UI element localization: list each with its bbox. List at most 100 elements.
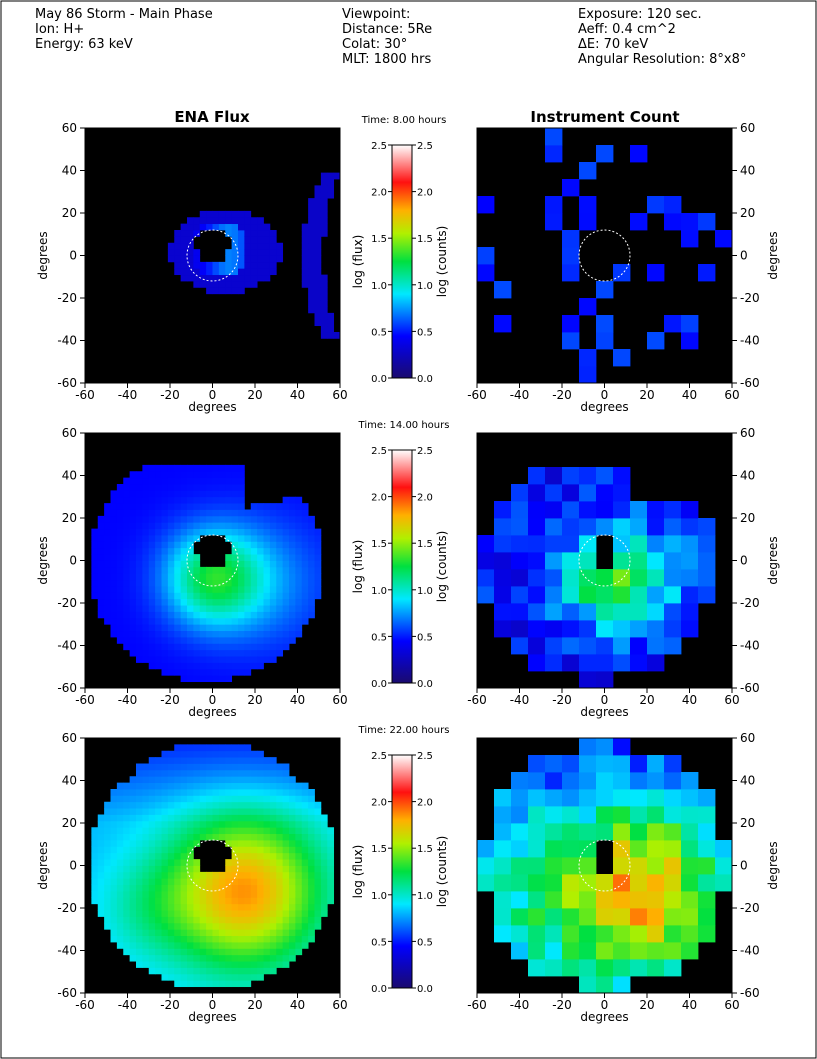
pixel <box>193 592 201 600</box>
pixel <box>193 471 201 479</box>
pixel <box>314 528 322 536</box>
pixel <box>212 744 220 752</box>
pixel <box>269 801 277 809</box>
pixel <box>212 935 220 943</box>
pixel <box>110 859 118 866</box>
pixel <box>193 910 201 917</box>
pixel <box>193 464 201 472</box>
pixel <box>314 852 322 860</box>
pixel <box>282 769 290 777</box>
pixel <box>116 814 124 822</box>
pixel <box>545 603 563 621</box>
pixel <box>494 501 512 519</box>
pixel <box>225 795 233 803</box>
pixel <box>320 204 328 212</box>
pixel <box>308 573 315 581</box>
pixel <box>161 624 169 632</box>
pixel <box>613 789 631 807</box>
pixel <box>269 261 277 269</box>
pixel <box>269 598 277 606</box>
pixel <box>225 871 233 879</box>
pixel <box>180 814 188 822</box>
pixel <box>123 852 131 860</box>
pixel <box>174 769 182 777</box>
pixel <box>104 922 111 930</box>
pixel <box>244 637 252 644</box>
pixel <box>664 942 682 960</box>
pixel <box>320 198 328 205</box>
x-tick-label: 40 <box>290 998 305 1012</box>
pixel <box>320 185 328 193</box>
pixel <box>308 833 315 841</box>
x-tick-label: 40 <box>682 998 697 1012</box>
pixel <box>110 801 118 809</box>
pixel <box>199 217 207 225</box>
pixel <box>104 515 111 523</box>
pixel <box>282 852 290 860</box>
pixel <box>136 643 143 651</box>
pixel <box>276 833 284 841</box>
pixel <box>174 884 182 892</box>
pixel <box>282 560 290 568</box>
pixel <box>289 789 296 796</box>
pixel <box>250 509 258 517</box>
pixel <box>664 823 682 841</box>
pixel <box>97 522 105 530</box>
pixel <box>282 922 290 930</box>
pixel <box>257 922 264 930</box>
pixel <box>289 637 296 644</box>
pixel <box>289 871 296 879</box>
pixel <box>218 744 226 752</box>
pixel <box>104 560 111 568</box>
pixel <box>250 910 258 917</box>
pixel <box>231 210 239 218</box>
pixel <box>155 586 162 593</box>
pixel <box>206 630 213 638</box>
pixel <box>257 859 264 866</box>
pixel <box>477 874 495 892</box>
x-tick-label: 0 <box>209 693 217 707</box>
pixel <box>562 501 580 519</box>
pixel <box>174 865 182 873</box>
pixel <box>308 210 315 218</box>
pixel <box>613 586 631 604</box>
pixel <box>167 840 175 847</box>
colorbar-tick-label: 1.5 <box>417 234 433 245</box>
pixel <box>562 264 580 282</box>
pixel <box>257 643 264 651</box>
pixel <box>308 528 315 536</box>
pixel <box>528 874 546 892</box>
pixel <box>180 776 188 784</box>
pixel <box>218 980 226 988</box>
pixel <box>161 954 169 962</box>
pixel <box>199 801 207 809</box>
pixel <box>244 535 252 542</box>
pixel <box>630 891 648 909</box>
pixel <box>238 871 245 879</box>
pixel <box>225 274 233 282</box>
pixel <box>136 878 143 886</box>
pixel <box>276 592 284 600</box>
pixel <box>193 509 201 517</box>
pixel <box>250 808 258 815</box>
pixel <box>91 878 99 886</box>
pixel <box>193 935 201 943</box>
pixel <box>269 852 277 860</box>
pixel <box>698 535 716 553</box>
pixel <box>308 287 315 295</box>
pixel <box>155 846 162 854</box>
x-tick-label: 60 <box>332 693 347 707</box>
pixel <box>269 910 277 917</box>
pixel <box>238 935 245 943</box>
pixel <box>110 897 118 905</box>
pixel <box>314 833 322 841</box>
pixel <box>263 509 271 517</box>
x-tick-label: -60 <box>467 388 487 402</box>
pixel <box>212 630 220 638</box>
pixel <box>161 814 169 822</box>
pixel <box>142 509 150 517</box>
pixel <box>528 637 546 655</box>
pixel <box>193 922 201 930</box>
pixel <box>681 603 699 621</box>
pixel <box>528 755 546 773</box>
